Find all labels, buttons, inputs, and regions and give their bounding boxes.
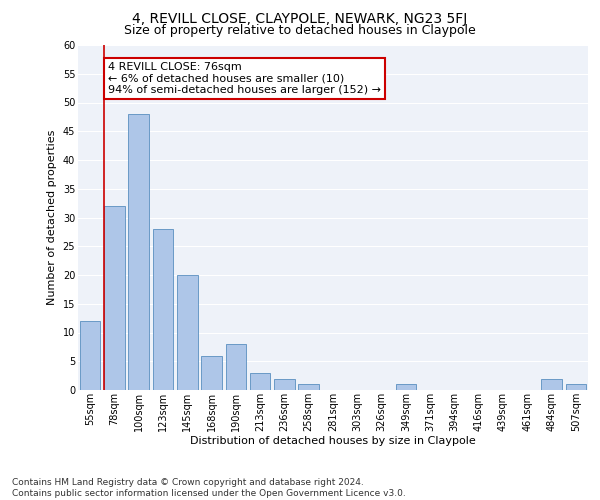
Text: Size of property relative to detached houses in Claypole: Size of property relative to detached ho… [124,24,476,37]
Text: 4, REVILL CLOSE, CLAYPOLE, NEWARK, NG23 5FJ: 4, REVILL CLOSE, CLAYPOLE, NEWARK, NG23 … [133,12,467,26]
Y-axis label: Number of detached properties: Number of detached properties [47,130,57,305]
Text: 4 REVILL CLOSE: 76sqm
← 6% of detached houses are smaller (10)
94% of semi-detac: 4 REVILL CLOSE: 76sqm ← 6% of detached h… [108,62,381,96]
X-axis label: Distribution of detached houses by size in Claypole: Distribution of detached houses by size … [190,436,476,446]
Bar [250,373,271,390]
Bar [177,275,197,390]
Bar [274,378,295,390]
Bar [226,344,246,390]
Bar [566,384,586,390]
Bar [395,384,416,390]
Bar [80,321,100,390]
Bar [201,356,222,390]
Bar [541,378,562,390]
Bar [152,229,173,390]
Bar [128,114,149,390]
Bar [104,206,125,390]
Bar [298,384,319,390]
Text: Contains HM Land Registry data © Crown copyright and database right 2024.
Contai: Contains HM Land Registry data © Crown c… [12,478,406,498]
